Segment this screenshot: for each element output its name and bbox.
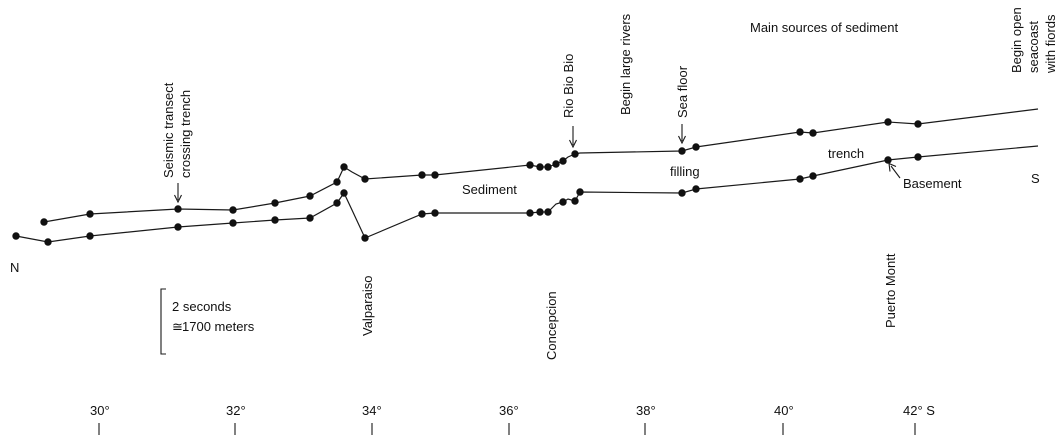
sea-floor-points xyxy=(40,118,922,226)
trench-label: trench xyxy=(828,146,864,161)
latitude-axis: 30° 32° 34° 36° 38° 40° 42° S xyxy=(90,403,935,435)
basement-arrow-icon xyxy=(888,162,901,179)
basement-points xyxy=(12,153,922,246)
south-label: S xyxy=(1031,171,1040,186)
rio-bio-bio-label: Rio Bio Bio xyxy=(561,54,576,118)
north-label: N xyxy=(10,260,19,275)
latitude-tick-label: 34° xyxy=(362,403,382,418)
concepcion-label: Concepcion xyxy=(544,291,559,360)
scale-bar: 2 seconds ≅ 1700 meters xyxy=(160,288,255,355)
scale-approx-symbol: ≅ xyxy=(172,319,183,334)
seismic-transect-arrow-icon xyxy=(174,183,182,204)
latitude-tick-label: 36° xyxy=(499,403,519,418)
crossing-trench-label: crossing trench xyxy=(178,90,193,178)
seismic-transect-label: Seismic transect xyxy=(161,82,176,178)
latitude-tick-label: 38° xyxy=(636,403,656,418)
puerto-montt-label: Puerto Montt xyxy=(883,253,898,328)
main-sources-label: Main sources of sediment xyxy=(750,20,899,35)
rio-bio-bio-arrow-icon xyxy=(569,126,577,149)
sediment-label: Sediment xyxy=(462,182,517,197)
latitude-tick-label: 30° xyxy=(90,403,110,418)
scale-meters-label: 1700 meters xyxy=(182,319,255,334)
begin-large-rivers-label: Begin large rivers xyxy=(618,13,633,115)
basement-label: Basement xyxy=(903,176,962,191)
scale-seconds-label: 2 seconds xyxy=(172,299,232,314)
sea-floor-label: Sea floor xyxy=(675,65,690,118)
valparaiso-label: Valparaiso xyxy=(360,276,375,336)
latitude-tick-label: 32° xyxy=(226,403,246,418)
latitude-tick-label: 42° S xyxy=(903,403,935,418)
basement-profile xyxy=(15,145,1039,243)
filling-label: filling xyxy=(670,164,700,179)
latitude-tick-label: 40° xyxy=(774,403,794,418)
with-fiords-label: with fiords xyxy=(1043,14,1058,74)
seacoast-label: seacoast xyxy=(1026,21,1041,73)
sea-floor-arrow-icon xyxy=(678,124,686,145)
begin-open-label: Begin open xyxy=(1009,7,1024,73)
